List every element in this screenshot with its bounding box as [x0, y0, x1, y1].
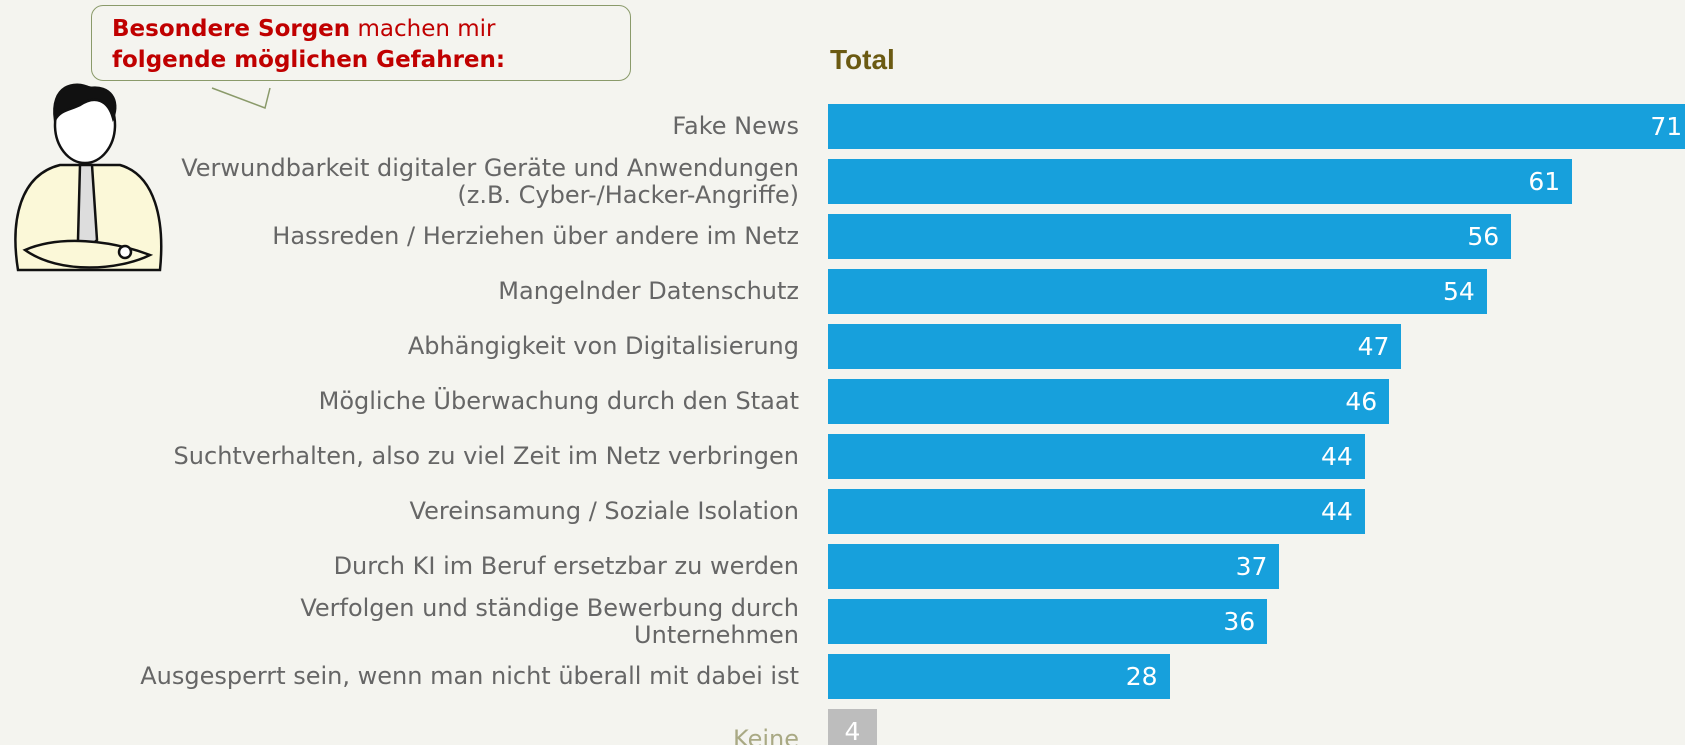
data-label: 44 — [828, 489, 1353, 534]
category-label: Mögliche Überwachung durch den Staat — [319, 388, 799, 415]
data-label: 47 — [828, 324, 1389, 369]
category-label: Vereinsamung / Soziale Isolation — [410, 498, 799, 525]
chart-title: Total — [830, 44, 895, 76]
data-label: 61 — [828, 159, 1560, 204]
category-label: Abhängigkeit von Digitalisierung — [408, 333, 799, 360]
data-label: 71 — [828, 104, 1682, 149]
category-label: Keine — [733, 726, 799, 745]
data-label: 36 — [828, 599, 1255, 644]
data-label: 56 — [828, 214, 1499, 259]
category-label: Fake News — [672, 113, 799, 140]
category-label: Mangelnder Datenschutz — [498, 278, 799, 305]
data-label: 28 — [828, 654, 1158, 699]
data-label: 44 — [828, 434, 1353, 479]
data-label: 54 — [828, 269, 1475, 314]
category-label: Verfolgen und ständige Bewerbung durch U… — [300, 595, 799, 649]
data-label: 46 — [828, 379, 1377, 424]
page: Besondere Sorgen machen mir folgende mög… — [0, 0, 1685, 745]
bubble-text: folgende möglichen Gefahren: — [112, 47, 505, 73]
data-label: 37 — [828, 544, 1267, 589]
category-label: Durch KI im Beruf ersetzbar zu werden — [334, 553, 799, 580]
speech-bubble: Besondere Sorgen machen mir folgende mög… — [91, 5, 631, 81]
category-label: Verwundbarkeit digitaler Geräte und Anwe… — [181, 155, 799, 209]
bubble-text: machen mir — [350, 16, 495, 42]
category-label: Suchtverhalten, also zu viel Zeit im Net… — [174, 443, 799, 470]
category-label: Hassreden / Herziehen über andere im Net… — [272, 223, 799, 250]
category-label: Ausgesperrt sein, wenn man nicht überall… — [140, 663, 799, 690]
data-label: 4 — [828, 709, 877, 745]
bubble-text: Besondere Sorgen — [112, 16, 350, 42]
